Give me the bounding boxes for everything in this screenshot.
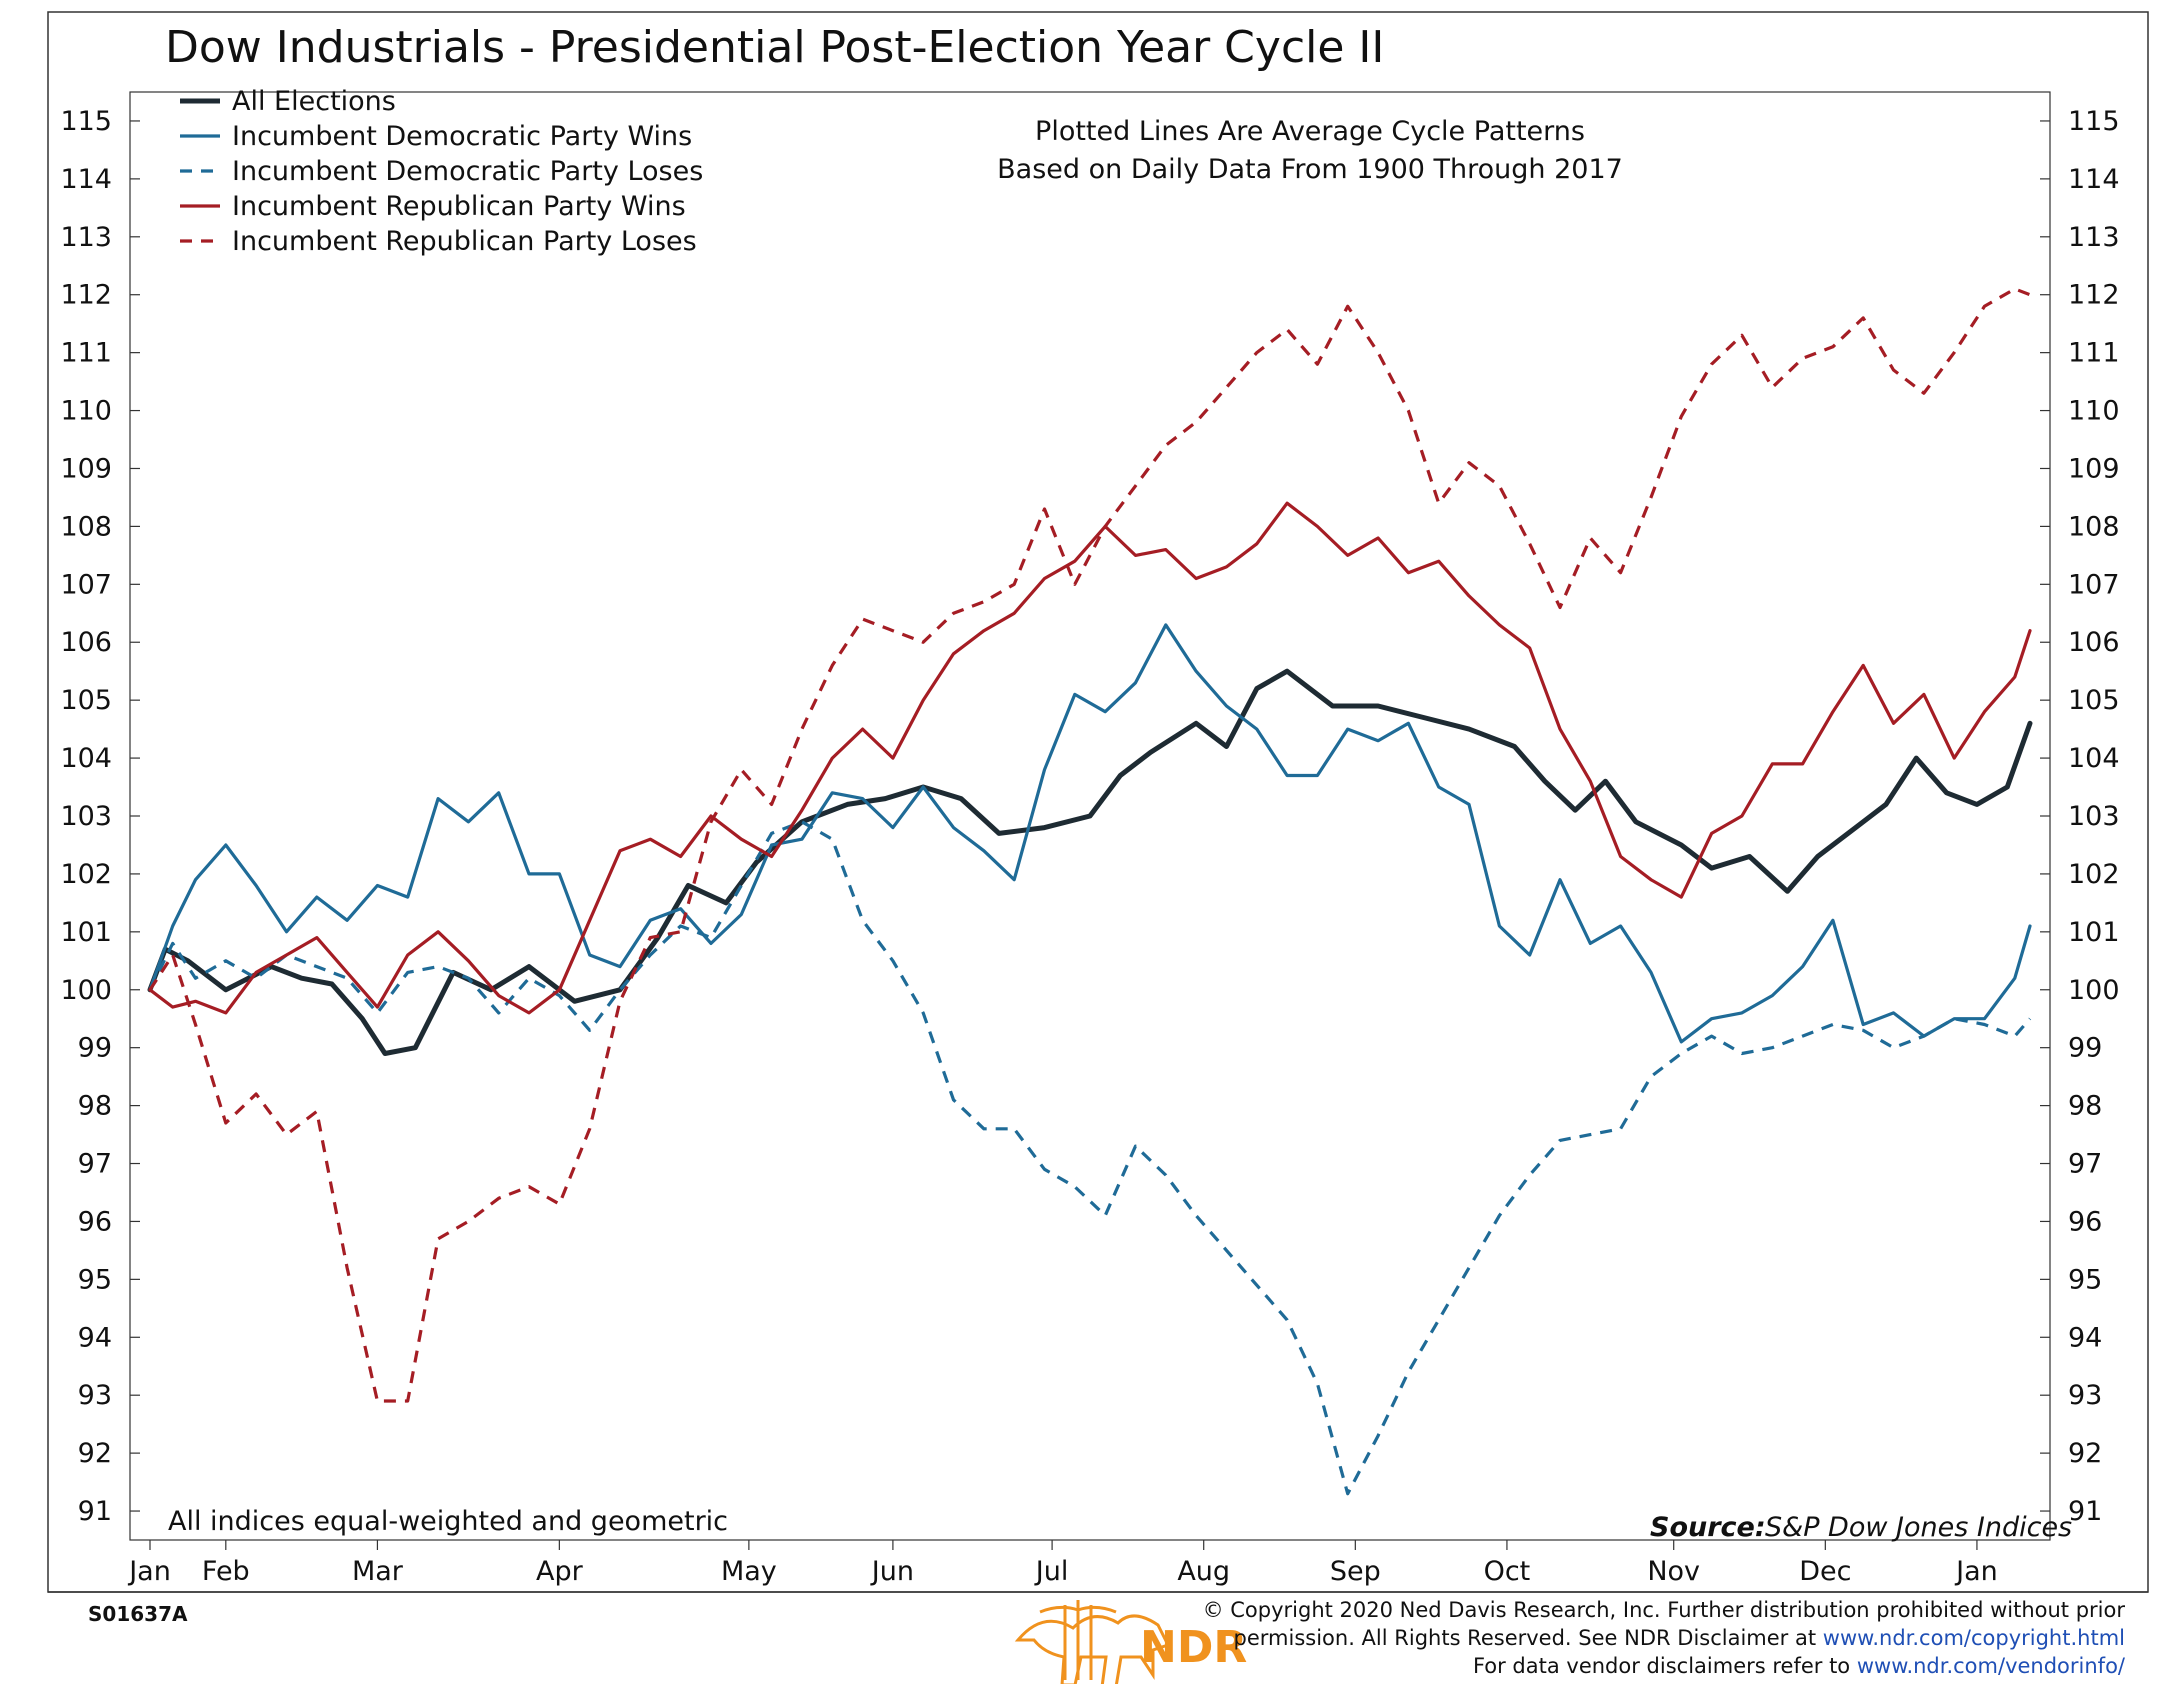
- legend-label: Incumbent Republican Party Wins: [232, 191, 686, 222]
- y-tick-label-right: 97: [2068, 1149, 2102, 1180]
- y-tick-label-left: 108: [60, 511, 112, 542]
- chart-title: Dow Industrials - Presidential Post-Elec…: [165, 22, 1384, 73]
- y-tick-label-left: 102: [60, 859, 112, 890]
- x-tick-label: Mar: [352, 1556, 404, 1587]
- series-line-incumbent-democratic-party-wins: [148, 623, 2032, 1044]
- y-tick-label-right: 92: [2068, 1438, 2102, 1469]
- copyright-line-1: © Copyright 2020 Ned Davis Research, Inc…: [1203, 1598, 2126, 1622]
- ndr-logo: NDR: [1014, 1600, 1247, 1684]
- copyright-line-3: For data vendor disclaimers refer to www…: [1473, 1654, 2126, 1678]
- series-layer: [147, 287, 2033, 1496]
- copyright-link[interactable]: www.ndr.com/copyright.html: [1823, 1626, 2125, 1650]
- y-tick-label-right: 112: [2068, 280, 2120, 311]
- y-tick-label-right: 91: [2068, 1496, 2102, 1527]
- y-tick-label-right: 106: [2068, 627, 2120, 658]
- y-tick-label-left: 98: [78, 1091, 112, 1122]
- y-tick-label-right: 111: [2068, 338, 2120, 369]
- method-note: All indices equal-weighted and geometric: [168, 1506, 728, 1537]
- x-tick-label: Apr: [536, 1556, 584, 1587]
- y-tick-label-right: 114: [2068, 164, 2120, 195]
- bull-bear-icon: [1014, 1600, 1171, 1684]
- y-tick-label-left: 93: [78, 1380, 112, 1411]
- y-tick-label-right: 115: [2068, 106, 2120, 137]
- series-line-incumbent-republican-party-loses: [148, 287, 2031, 1403]
- x-tick-label: Jun: [870, 1556, 914, 1587]
- y-tick-label-left: 97: [78, 1149, 112, 1180]
- x-tick-label: Aug: [1177, 1556, 1230, 1587]
- annotation-line-1: Plotted Lines Are Average Cycle Patterns: [1035, 116, 1585, 147]
- y-tick-label-right: 99: [2068, 1033, 2102, 1064]
- y-tick-label-left: 103: [60, 801, 112, 832]
- x-tick-label: Dec: [1799, 1556, 1851, 1587]
- source-value: S&P Dow Jones Indices: [1765, 1512, 2072, 1543]
- y-tick-label-right: 108: [2068, 511, 2120, 542]
- x-tick-label: Jul: [1034, 1556, 1069, 1587]
- y-tick-label-left: 107: [60, 569, 112, 600]
- y-tick-label-left: 114: [60, 164, 112, 195]
- y-tick-label-right: 96: [2068, 1206, 2102, 1237]
- y-tick-label-left: 91: [78, 1496, 112, 1527]
- legend-label: Incumbent Democratic Party Wins: [232, 121, 692, 152]
- copyright-line-2: permission. All Rights Reserved. See NDR…: [1234, 1626, 2125, 1650]
- legend-label: Incumbent Republican Party Loses: [232, 226, 697, 257]
- y-tick-label-left: 110: [60, 396, 112, 427]
- y-tick-label-left: 92: [78, 1438, 112, 1469]
- y-tick-label-left: 111: [60, 338, 112, 369]
- series-line-all-elections: [147, 668, 2033, 1056]
- y-tick-label-left: 101: [60, 917, 112, 948]
- y-tick-label-left: 106: [60, 627, 112, 658]
- y-tick-label-right: 93: [2068, 1380, 2102, 1411]
- chart-code: S01637A: [88, 1602, 188, 1626]
- y-tick-label-right: 113: [2068, 222, 2120, 253]
- y-tick-label-left: 95: [78, 1264, 112, 1295]
- y-tick-label-right: 100: [2068, 975, 2120, 1006]
- legend: All Elections Incumbent Democratic Party …: [180, 86, 703, 257]
- y-tick-label-left: 94: [78, 1322, 112, 1353]
- x-tick-label: Jan: [127, 1556, 171, 1587]
- ndr-logo-text: NDR: [1140, 1622, 1247, 1673]
- vendorinfo-link[interactable]: www.ndr.com/vendorinfo/: [1857, 1654, 2126, 1678]
- y-tick-label-right: 102: [2068, 859, 2120, 890]
- y-tick-label-right: 94: [2068, 1322, 2102, 1353]
- legend-label: All Elections: [232, 86, 396, 117]
- y-tick-label-left: 113: [60, 222, 112, 253]
- y-tick-label-right: 107: [2068, 569, 2120, 600]
- y-tick-label-left: 104: [60, 743, 112, 774]
- annotation-line-2: Based on Daily Data From 1900 Through 20…: [997, 154, 1623, 185]
- x-tick-label: Feb: [202, 1556, 250, 1587]
- y-tick-label-left: 115: [60, 106, 112, 137]
- y-tick-label-right: 103: [2068, 801, 2120, 832]
- x-tick-label: Nov: [1647, 1556, 1700, 1587]
- axis-layer: 91 91 92 92 93 93 94 94 95 95 96 96 97 97 98 98 99 99 100 1…: [60, 106, 2119, 1587]
- y-tick-label-left: 112: [60, 280, 112, 311]
- y-tick-label-left: 100: [60, 975, 112, 1006]
- x-tick-label: May: [721, 1556, 777, 1587]
- y-tick-label-left: 99: [78, 1033, 112, 1064]
- y-tick-label-right: 104: [2068, 743, 2120, 774]
- y-tick-label-left: 96: [78, 1206, 112, 1237]
- copyright-line-2-text: permission. All Rights Reserved. See NDR…: [1234, 1626, 1823, 1650]
- legend-label: Incumbent Democratic Party Loses: [232, 156, 703, 187]
- copyright-line-3-text: For data vendor disclaimers refer to: [1473, 1654, 1857, 1678]
- x-tick-label: Sep: [1330, 1556, 1381, 1587]
- source-label: Source:: [1650, 1512, 1766, 1543]
- series-line-incumbent-republican-party-wins: [148, 501, 2032, 1015]
- x-tick-label: Jan: [1954, 1556, 1998, 1587]
- series-line-incumbent-democratic-party-loses: [148, 820, 2032, 1496]
- y-tick-label-right: 110: [2068, 396, 2120, 427]
- y-tick-label-right: 98: [2068, 1091, 2102, 1122]
- y-tick-label-right: 105: [2068, 685, 2120, 716]
- y-tick-label-left: 109: [60, 453, 112, 484]
- y-tick-label-left: 105: [60, 685, 112, 716]
- x-tick-label: Oct: [1484, 1556, 1531, 1587]
- y-tick-label-right: 109: [2068, 453, 2120, 484]
- y-tick-label-right: 95: [2068, 1264, 2102, 1295]
- y-tick-label-right: 101: [2068, 917, 2120, 948]
